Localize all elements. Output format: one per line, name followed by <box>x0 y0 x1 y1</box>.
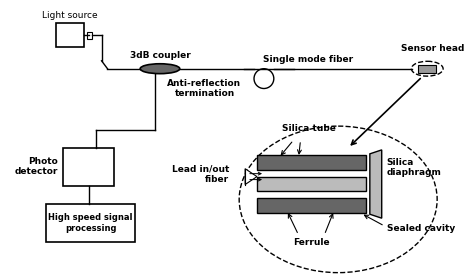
FancyBboxPatch shape <box>63 148 114 186</box>
Text: Lead in/out
fiber: Lead in/out fiber <box>172 165 229 184</box>
Text: Sealed cavity: Sealed cavity <box>387 224 455 233</box>
FancyBboxPatch shape <box>46 204 135 242</box>
Text: Silica
diaphragm: Silica diaphragm <box>387 158 442 177</box>
Polygon shape <box>245 169 257 184</box>
FancyBboxPatch shape <box>257 155 366 170</box>
FancyBboxPatch shape <box>419 65 436 73</box>
FancyBboxPatch shape <box>56 23 84 47</box>
FancyBboxPatch shape <box>257 198 366 213</box>
FancyBboxPatch shape <box>87 32 91 39</box>
Ellipse shape <box>140 64 180 74</box>
FancyBboxPatch shape <box>257 177 366 191</box>
Text: Photo
detector: Photo detector <box>15 157 58 176</box>
Text: Anti-reflection
termination: Anti-reflection termination <box>167 79 242 98</box>
Ellipse shape <box>411 61 443 76</box>
Text: Single mode fiber: Single mode fiber <box>264 55 354 64</box>
Text: Ferrule: Ferrule <box>293 238 330 247</box>
Text: High speed signal
processing: High speed signal processing <box>48 214 133 233</box>
Text: Sensor head: Sensor head <box>401 44 464 53</box>
Text: Light source: Light source <box>42 11 98 20</box>
Polygon shape <box>370 150 382 218</box>
Text: Silica tube: Silica tube <box>282 124 336 133</box>
Text: 3dB coupler: 3dB coupler <box>129 51 191 60</box>
Ellipse shape <box>239 126 437 273</box>
